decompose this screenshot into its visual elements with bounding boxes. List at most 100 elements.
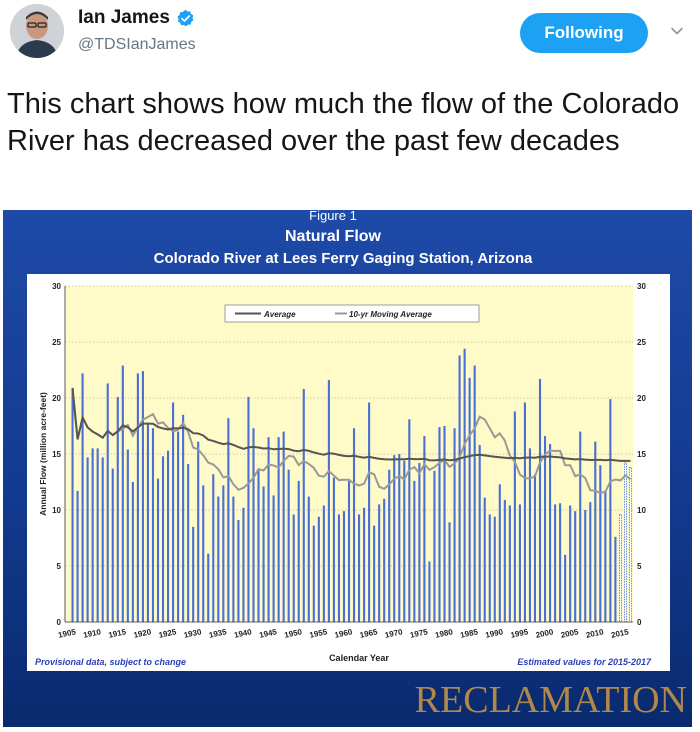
bar: [498, 484, 501, 622]
legend-label-average: Average: [263, 310, 296, 319]
bar: [528, 448, 532, 622]
trend-lines: [71, 387, 632, 495]
x-tick-label: 1920: [133, 627, 153, 640]
bar: [277, 437, 280, 622]
bar: [81, 373, 84, 622]
x-tick-label: 2000: [535, 627, 555, 640]
user-name[interactable]: Ian James: [78, 7, 170, 28]
y-tick-label-right: 0: [637, 618, 642, 627]
bar: [488, 514, 491, 622]
x-tick-label: 1965: [359, 627, 379, 640]
x-tick-label: 1950: [284, 627, 304, 640]
bar: [352, 428, 356, 622]
bar: [131, 482, 134, 622]
x-tick-label: 1930: [183, 627, 203, 640]
bar: [368, 402, 371, 622]
x-tick-label: 2010: [585, 627, 605, 640]
x-tick-label: 1985: [459, 627, 479, 640]
tweet-text: This chart shows how much the flow of th…: [7, 88, 680, 157]
chart-figure: Figure 1 Natural Flow Colorado River at …: [3, 208, 692, 727]
y-ticks-right: 0 5 10 15 20 25 30: [637, 282, 646, 627]
bar: [322, 505, 325, 622]
y-tick-label-right: 15: [637, 450, 646, 459]
bar: [101, 457, 104, 622]
y-tick-label: 15: [52, 450, 61, 459]
bar: [207, 553, 210, 622]
bar: [156, 478, 160, 622]
bar: [227, 418, 230, 622]
bar: [337, 514, 341, 622]
x-tick-label: 1995: [510, 627, 530, 640]
avatar[interactable]: [10, 4, 64, 58]
x-tick-label: 1990: [485, 627, 505, 640]
bar: [594, 441, 597, 622]
bar: [473, 365, 476, 622]
legend-box: [224, 304, 480, 323]
bar: [383, 498, 386, 622]
bar: [503, 499, 506, 622]
bar: [493, 516, 496, 622]
bar: [423, 436, 426, 622]
chart-image[interactable]: Figure 1 Natural Flow Colorado River at …: [3, 208, 692, 727]
bar: [151, 428, 155, 622]
bar: [96, 448, 99, 622]
bar: [106, 383, 109, 622]
bar: [378, 504, 381, 622]
grid-lines: [65, 285, 633, 567]
bar: [428, 561, 431, 622]
bar: [468, 377, 471, 622]
bar: [307, 496, 310, 622]
x-axis-label: Calendar Year: [329, 653, 389, 663]
bar: [418, 462, 421, 622]
bar: [177, 431, 180, 622]
bar: [388, 469, 391, 622]
bar: [559, 503, 562, 622]
bar: [398, 454, 401, 622]
bar: [91, 448, 94, 622]
bar: [317, 516, 320, 622]
bar: [373, 525, 376, 622]
x-tick-label: 1980: [434, 627, 454, 640]
bar: [609, 399, 612, 622]
bar: [202, 485, 205, 622]
bar: [614, 536, 617, 622]
y-tick-label: 20: [52, 394, 61, 403]
bar: [297, 480, 300, 622]
x-tick-label: 2015: [610, 627, 630, 640]
following-button[interactable]: Following: [520, 13, 648, 53]
y-tick-label-right: 5: [637, 562, 642, 571]
bar: [126, 449, 129, 622]
bar: [569, 505, 572, 622]
bar: [252, 428, 255, 622]
bar: [187, 464, 190, 622]
y-axis-label: Annual Flow (million acre-feet): [38, 392, 48, 516]
bar: [624, 462, 627, 623]
y-tick-label-right: 30: [637, 282, 646, 291]
bar: [589, 502, 592, 622]
bar: [212, 474, 215, 622]
bar: [111, 468, 114, 622]
bar: [508, 505, 511, 622]
x-tick-label: 1915: [108, 627, 128, 640]
bar: [247, 396, 250, 622]
bar: [543, 436, 547, 622]
bar: [332, 477, 335, 622]
bar: [242, 507, 245, 622]
chart-title: Natural Flow: [285, 228, 382, 245]
x-tick-label: 1940: [233, 627, 253, 640]
x-tick-label: 1910: [82, 627, 102, 640]
bars: [71, 348, 632, 623]
bar: [121, 365, 124, 622]
bar: [327, 380, 330, 622]
user-handle[interactable]: @TDSIanJames: [78, 36, 196, 53]
footnote-estimated: Estimated values for 2015-2017: [517, 657, 652, 667]
bar: [342, 511, 346, 622]
bar: [438, 427, 441, 622]
bar: [282, 431, 285, 622]
chevron-down-icon[interactable]: [670, 24, 684, 38]
bar: [141, 371, 144, 622]
bar: [518, 504, 521, 622]
y-tick-label: 0: [57, 618, 62, 627]
bar: [483, 497, 486, 622]
bar: [453, 428, 456, 622]
